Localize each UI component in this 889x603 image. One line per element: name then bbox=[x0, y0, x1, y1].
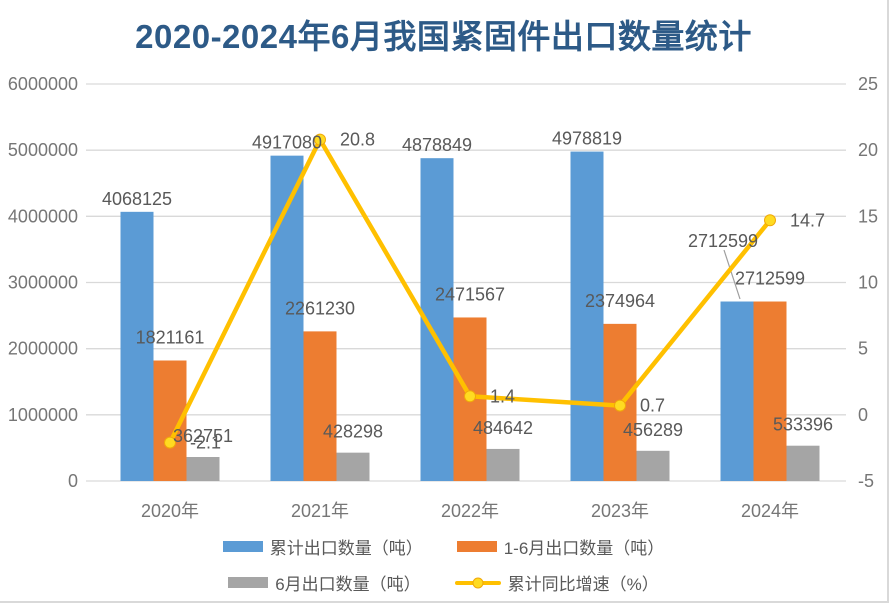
legend-row: 6月出口数量（吨） 累计同比增速（%） bbox=[228, 570, 659, 595]
legend-bar-swatch-icon bbox=[456, 541, 497, 552]
legend-row: 累计出口数量（吨） 1-6月出口数量（吨） bbox=[222, 534, 665, 559]
line-value-label-4: 14.7 bbox=[790, 210, 825, 230]
bar-value-label-jan-jun-export-0: 1821161 bbox=[136, 327, 205, 347]
legend-bar-swatch-icon bbox=[222, 541, 263, 552]
x-axis-tick-label: 2024年 bbox=[741, 501, 799, 521]
right-axis-tick-label: 5 bbox=[858, 339, 868, 359]
bar-value-label-june-export-3: 456289 bbox=[623, 420, 683, 440]
right-axis-tick-label: 15 bbox=[858, 206, 878, 226]
legend-line-swatch-icon bbox=[454, 577, 501, 588]
growth-line-point-4 bbox=[764, 214, 776, 227]
x-axis-tick-label: 2021年 bbox=[291, 501, 349, 521]
legend-item-yoy-growth: 累计同比增速（%） bbox=[454, 570, 659, 595]
bar-june-export-2 bbox=[486, 448, 520, 481]
left-axis-tick-label: 5000000 bbox=[8, 140, 78, 160]
legend-item-june-export: 6月出口数量（吨） bbox=[228, 570, 421, 595]
bar-value-label-jan-jun-export-4: 2712599 bbox=[735, 269, 805, 289]
line-value-label-2: 1.4 bbox=[490, 386, 515, 406]
growth-line-point-2 bbox=[464, 390, 476, 403]
right-axis-tick-label: 0 bbox=[858, 405, 868, 425]
left-axis-tick-label: 6000000 bbox=[8, 74, 78, 94]
line-value-label-1: 20.8 bbox=[340, 130, 375, 150]
bar-value-label-jan-jun-export-1: 2261230 bbox=[285, 298, 355, 318]
bar-june-export-3 bbox=[636, 450, 670, 481]
bar-june-export-0 bbox=[186, 456, 220, 481]
growth-line-point-1 bbox=[314, 133, 326, 146]
bar-value-label-cumulative-export-2: 4878849 bbox=[402, 135, 472, 155]
bar-value-label-cumulative-export-0: 4068125 bbox=[102, 189, 172, 209]
left-axis-tick-label: 3000000 bbox=[8, 273, 78, 293]
plot-area: 0 1000000 2000000 3000000 4000000 5000000 6000… bbox=[8, 74, 878, 521]
legend-label: 1-6月出口数量（吨） bbox=[503, 539, 665, 558]
right-axis-tick-label: 25 bbox=[858, 74, 878, 94]
right-axis-tick-label: -5 bbox=[858, 471, 874, 491]
x-axis-tick-label: 2022年 bbox=[441, 501, 499, 521]
callout-leader-line bbox=[723, 249, 741, 300]
legend-label: 累计出口数量（吨） bbox=[269, 539, 423, 558]
bar-value-label-june-export-4: 533396 bbox=[773, 415, 833, 435]
bar-jan-jun-export-1 bbox=[303, 331, 337, 481]
legend-label: 6月出口数量（吨） bbox=[275, 575, 421, 594]
bar-june-export-1 bbox=[336, 452, 370, 481]
bar-value-label-cumulative-export-3: 4978819 bbox=[552, 129, 622, 149]
bar-jan-jun-export-4 bbox=[753, 301, 787, 481]
legend-line-marker-icon bbox=[472, 577, 484, 588]
bar-value-label-jan-jun-export-3: 2374964 bbox=[585, 291, 655, 311]
line-value-label-0: -2.1 bbox=[190, 433, 221, 453]
bar-value-label-cumulative-export-4: 2712599 bbox=[688, 231, 758, 251]
line-value-label-3: 0.7 bbox=[640, 396, 665, 416]
bar-value-label-june-export-2: 484642 bbox=[473, 418, 533, 438]
x-axis-tick-label: 2023年 bbox=[591, 501, 649, 521]
left-axis-tick-label: 0 bbox=[68, 471, 78, 491]
right-axis-tick-label: 20 bbox=[858, 140, 878, 160]
growth-line-point-3 bbox=[614, 399, 626, 412]
bar-value-label-jan-jun-export-2: 2471567 bbox=[435, 284, 505, 304]
x-axis-tick-label: 2020年 bbox=[141, 501, 199, 521]
growth-line-point-0 bbox=[164, 436, 176, 449]
left-axis-tick-label: 4000000 bbox=[8, 206, 78, 226]
bar-cumulative-export-4 bbox=[720, 301, 754, 481]
chart-title: 2020-2024年6月我国紧固件出口数量统计 bbox=[135, 18, 752, 55]
bar-value-label-cumulative-export-1: 4917080 bbox=[252, 133, 322, 153]
legend-item-jan-jun-export: 1-6月出口数量（吨） bbox=[456, 534, 665, 559]
bar-value-label-june-export-1: 428298 bbox=[323, 422, 383, 442]
bar-value-label-june-export-0: 362751 bbox=[173, 426, 233, 446]
legend: 累计出口数量（吨） 1-6月出口数量（吨） 6月出口数量（吨） 累计同比增速（%） bbox=[0, 534, 887, 595]
left-axis-tick-label: 1000000 bbox=[8, 405, 78, 425]
legend-item-cumulative-export: 累计出口数量（吨） bbox=[222, 534, 423, 559]
bar-cumulative-export-0 bbox=[120, 211, 154, 481]
legend-bar-swatch-icon bbox=[228, 577, 269, 588]
legend-label: 累计同比增速（%） bbox=[507, 575, 659, 594]
right-axis-tick-label: 10 bbox=[858, 273, 878, 293]
bar-june-export-4 bbox=[786, 445, 820, 481]
left-axis-tick-label: 2000000 bbox=[8, 339, 78, 359]
bar-cumulative-export-3 bbox=[570, 151, 604, 481]
